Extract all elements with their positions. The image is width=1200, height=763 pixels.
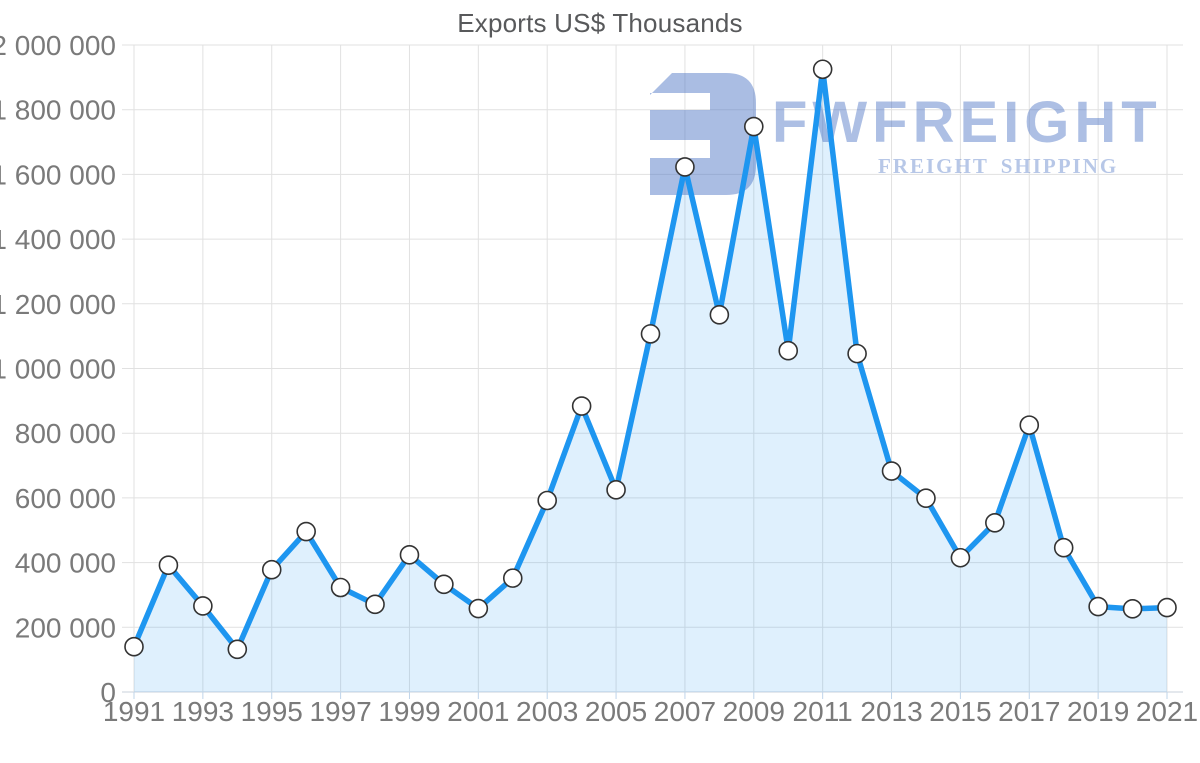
y-axis-tick-label: 400 000 [15,548,116,579]
data-point-2017[interactable] [1019,415,1040,435]
data-point-2014[interactable] [916,488,936,509]
y-axis-tick-label: 1 000 000 [0,354,116,385]
data-point-2012[interactable] [847,343,867,364]
data-point-2006[interactable] [640,324,661,344]
data-point-2002[interactable] [502,568,523,588]
x-axis-tick-label: 2001 [447,696,509,727]
data-point-2020[interactable] [1122,599,1143,619]
x-axis-tick-label: 2005 [585,696,647,727]
x-axis-tick-label: 2017 [998,696,1060,727]
y-axis-tick-label: 1 600 000 [0,159,116,190]
chart-title: Exports US$ Thousands [457,8,743,38]
data-point-1999[interactable] [399,545,420,565]
data-point-2009[interactable] [743,116,764,137]
y-axis-tick-label: 1 200 000 [0,289,116,320]
series-line [131,66,1170,653]
data-point-1994[interactable] [227,639,248,660]
x-axis-tick-label: 1995 [241,696,303,727]
data-point-2008[interactable] [709,304,730,325]
y-axis-tick-label: 600 000 [15,483,116,514]
data-point-1996[interactable] [296,521,316,542]
x-axis-tick-label: 2019 [1067,696,1129,727]
y-axis-tick-label: 1 400 000 [0,224,116,255]
x-axis-tick-label: 2011 [793,696,853,727]
x-axis-tick-label: 1991 [103,696,165,727]
x-axis-tick-label: 2003 [516,696,578,727]
data-point-2001[interactable] [468,598,489,619]
data-point-2016[interactable] [985,513,1005,533]
data-point-2005[interactable] [606,480,626,500]
data-point-1995[interactable] [261,559,282,580]
data-point-1998[interactable] [365,594,385,615]
data-point-2004[interactable] [571,396,592,416]
data-point-2003[interactable] [537,490,558,511]
data-point-2015[interactable] [950,547,971,568]
x-axis-tick-label: 1993 [172,696,234,727]
x-axis-tick-label: 2021 [1136,696,1198,727]
data-point-2013[interactable] [881,461,902,481]
data-point-2019[interactable] [1088,596,1108,617]
y-axis-tick-label: 200 000 [15,612,116,643]
data-point-1991[interactable] [124,636,144,657]
data-point-2011[interactable] [812,59,833,80]
data-point-2007[interactable] [675,157,695,177]
x-axis-tick-label: 2007 [654,696,716,727]
x-axis-tick-label: 2015 [929,696,991,727]
y-axis-tick-label: 1 800 000 [0,95,116,126]
data-point-2000[interactable] [434,574,454,595]
y-axis-tick-label: 2 000 000 [0,30,116,61]
data-point-2010[interactable] [778,340,799,361]
data-point-1992[interactable] [158,555,179,575]
data-point-1993[interactable] [193,596,213,616]
data-point-1997[interactable] [330,577,351,598]
y-axis-tick-label: 0 [100,677,116,708]
x-axis-tick-label: 1997 [309,696,371,727]
x-axis-tick-label: 1999 [378,696,440,727]
y-axis-tick-label: 800 000 [15,418,116,449]
x-axis-tick-label: 2013 [860,696,922,727]
data-point-2018[interactable] [1053,537,1074,558]
x-axis-tick-label: 2009 [723,696,785,727]
series-area-fill [134,69,1167,692]
data-point-2021[interactable] [1157,597,1177,618]
